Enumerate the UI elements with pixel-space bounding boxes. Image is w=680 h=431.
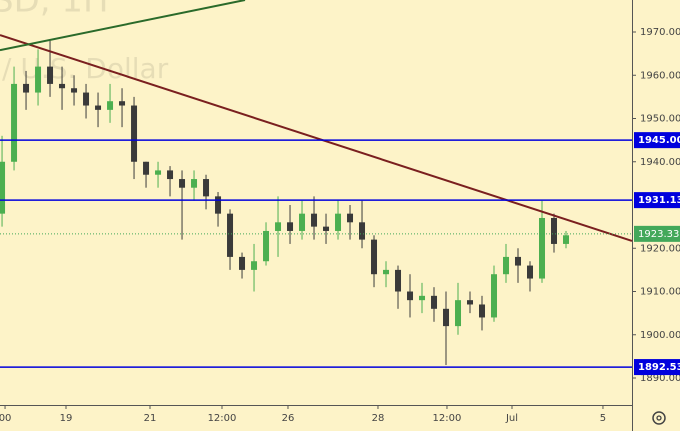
candle-body — [155, 170, 162, 175]
candle-body — [227, 213, 234, 257]
candle-body — [551, 217, 558, 244]
candle-body — [143, 161, 150, 175]
x-tick-label: 5 — [600, 413, 606, 424]
candle-body — [371, 239, 378, 275]
y-tick-label: 1960.00 — [640, 70, 680, 81]
candle-body — [335, 213, 342, 231]
candle-body — [443, 308, 450, 327]
candle-body — [563, 235, 570, 244]
candle-body — [263, 230, 270, 262]
current-price-box — [634, 225, 680, 242]
candle-body — [59, 83, 66, 89]
candle-body — [431, 295, 438, 309]
candle-body — [167, 170, 174, 180]
candle-body — [83, 92, 90, 106]
trendline — [0, 0, 246, 52]
candle-body — [479, 304, 486, 318]
candle-body — [395, 269, 402, 292]
candle-body — [407, 291, 414, 301]
candle-body — [467, 300, 474, 305]
level-label: 1931.13 — [638, 195, 680, 206]
level-box — [634, 192, 680, 209]
candle-body — [35, 66, 42, 93]
y-tick-label: 1950.00 — [640, 114, 680, 125]
candle-body — [455, 300, 462, 327]
candle-body — [503, 256, 510, 275]
level-label: 1945.00 — [638, 135, 680, 146]
y-tick-label: 1900.00 — [640, 330, 680, 341]
level-box — [634, 359, 680, 376]
candle-body — [131, 105, 138, 162]
candle-body — [215, 196, 222, 214]
level-label: 1892.53 — [638, 362, 680, 373]
candle-body — [347, 213, 354, 223]
y-tick-label: 1920.00 — [640, 243, 680, 254]
watermark: SD, 1H — [0, 0, 109, 21]
candle-body — [383, 269, 390, 275]
level-box — [634, 132, 680, 149]
candle-body — [95, 105, 102, 110]
candle-body — [359, 222, 366, 240]
candle-body — [191, 179, 198, 188]
candle-body — [311, 213, 318, 227]
y-tick-label: 1940.00 — [640, 157, 680, 168]
x-tick-label: 00 — [0, 413, 11, 424]
candle-body — [119, 101, 126, 106]
candle-body — [287, 222, 294, 231]
x-tick-label: 26 — [282, 413, 295, 424]
x-tick-label: Jul — [505, 413, 518, 424]
x-tick-label: 28 — [372, 413, 385, 424]
y-tick-label: 1910.00 — [640, 287, 680, 298]
candle-body — [527, 265, 534, 279]
candle-body — [419, 295, 426, 301]
candle-body — [71, 88, 78, 93]
y-tick-label: 1970.00 — [640, 27, 680, 38]
candle-body — [11, 83, 18, 162]
candle-body — [515, 256, 522, 266]
candle-body — [203, 179, 210, 197]
candle-body — [299, 213, 306, 231]
candle-body — [47, 66, 54, 84]
candle-body — [23, 83, 30, 93]
candle-body — [323, 226, 330, 231]
candle-body — [275, 222, 282, 231]
x-tick-label: 12:00 — [208, 413, 237, 424]
watermark: / U.S. Dollar — [2, 52, 169, 85]
x-tick-label: 12:00 — [433, 413, 462, 424]
y-tick-label: 1890.00 — [640, 373, 680, 384]
current-price-label: 1923.33 — [638, 229, 679, 240]
x-tick-label: 19 — [60, 413, 73, 424]
candle-body — [239, 256, 246, 270]
settings-icon[interactable] — [652, 411, 666, 425]
candle-body — [491, 274, 498, 318]
trendline — [0, 34, 633, 242]
candle-body — [0, 161, 6, 214]
candle-body — [107, 101, 114, 110]
x-tick-label: 21 — [144, 413, 157, 424]
candle-body — [251, 261, 258, 270]
candle-body — [179, 179, 186, 188]
candle-body — [539, 217, 546, 279]
